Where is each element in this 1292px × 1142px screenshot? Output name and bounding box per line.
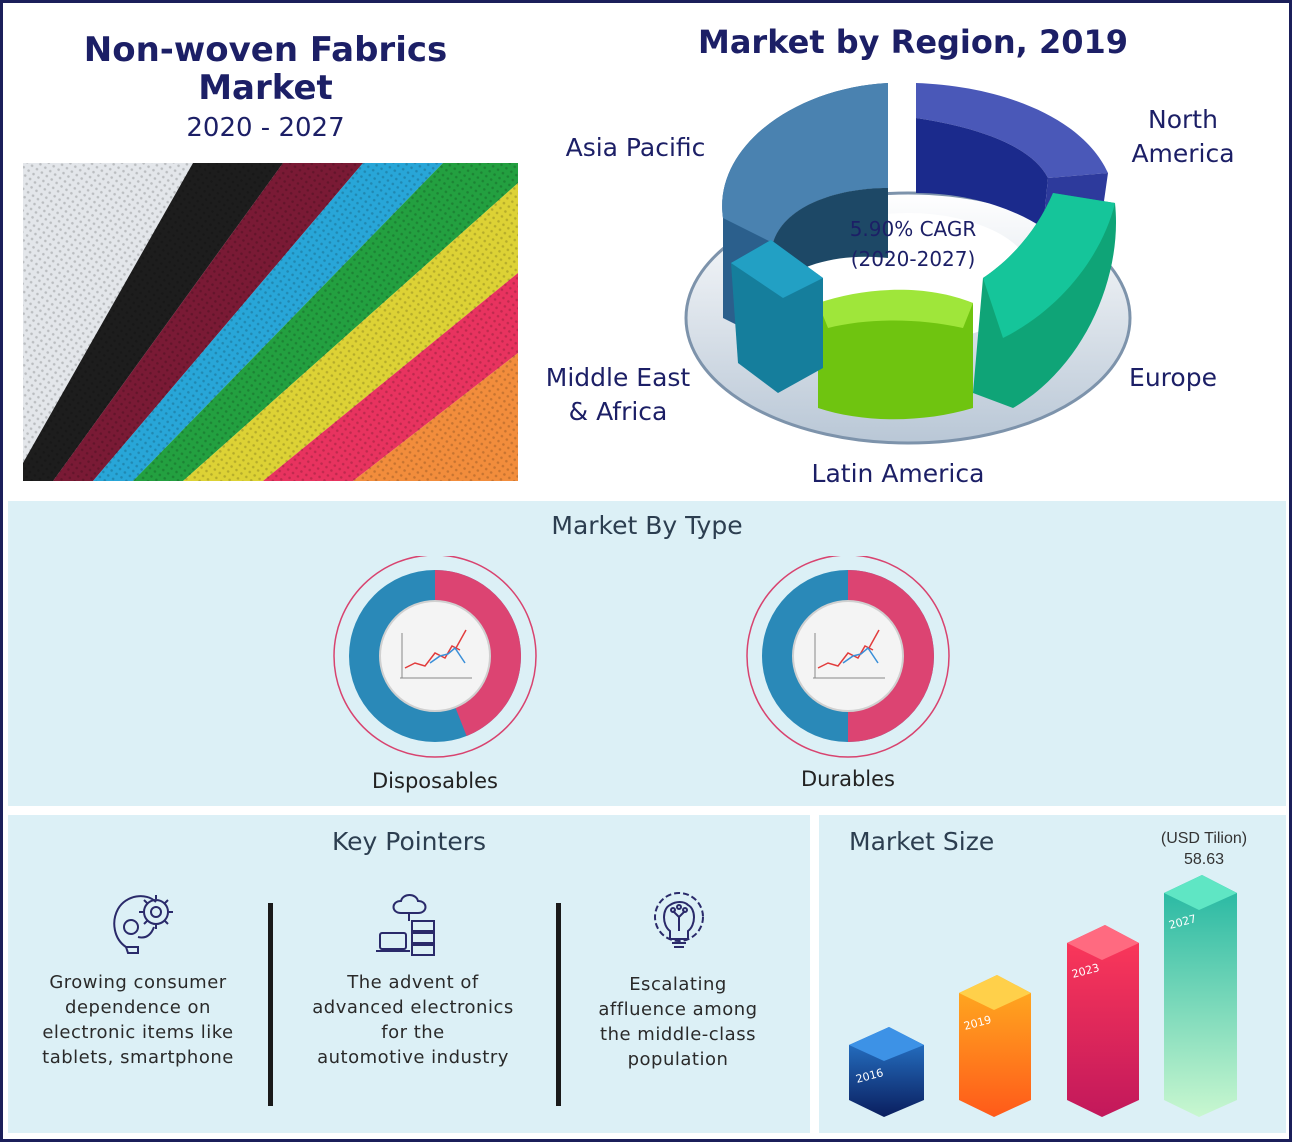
type-panel: Market By Type Disposables: [8, 501, 1286, 806]
page-title-line1: Non-woven Fabrics: [83, 30, 448, 70]
page-title-line2: Market: [198, 68, 333, 108]
label-asia-pacific: Asia Pacific: [565, 133, 706, 162]
bar-2019: [959, 975, 1031, 1117]
pointer-3-line2: affluence among: [598, 999, 758, 1020]
fabric-swatches-image: [23, 163, 518, 481]
market-size-unit: (USD Tilion): [1160, 830, 1248, 847]
market-size-title: Market Size: [849, 827, 995, 856]
pointer-3-line4: population: [627, 1049, 729, 1070]
page-subtitle-years: 2020 - 2027: [186, 113, 345, 143]
region-3d-donut: 5.90% CAGR (2020-2027): [684, 83, 1132, 445]
cagr-line2: (2020-2027): [851, 247, 976, 271]
pointers-panel: Key Pointers: [8, 815, 810, 1133]
pointer-1-line1: Growing consumer: [49, 972, 227, 993]
market-size-panel: Market Size (USD Tilion) 58.63 2016 2019…: [819, 815, 1286, 1133]
pointer-text-1: Growing consumer dependence on electroni…: [23, 970, 253, 1070]
chart-icon: [400, 629, 472, 679]
pointer-2-line4: automotive industry: [317, 1047, 509, 1068]
pointer-1-line4: tablets, smartphone: [42, 1047, 234, 1068]
bar-2023: [1067, 925, 1139, 1117]
type-donut-disposables: [333, 556, 537, 758]
label-middle-east-africa: Middle East & Africa: [533, 361, 703, 429]
label-middle-east-line1: Middle East: [545, 363, 691, 392]
cagr-line1: 5.90% CAGR: [850, 217, 977, 241]
pointer-text-3: Escalating affluence among the middle-cl…: [563, 972, 793, 1072]
chart-icon: [813, 629, 885, 679]
pointer-3-line1: Escalating: [629, 974, 727, 995]
pointer-3-line3: the middle-class: [600, 1024, 756, 1045]
segment-north-america: [916, 83, 1108, 178]
pointer-2-line2: advanced electronics: [312, 997, 514, 1018]
market-size-bars: 2016 2019 2023 2027: [849, 875, 1237, 1117]
label-disposables: Disposables: [372, 769, 498, 793]
type-title: Market By Type: [551, 511, 743, 540]
gear-brain-icon: [113, 895, 173, 954]
gear-lightbulb-icon: [654, 892, 704, 948]
label-north-america-line1: North: [1148, 105, 1218, 134]
label-north-america-line2: America: [1131, 139, 1235, 168]
pointer-1-line3: electronic items like: [42, 1022, 234, 1043]
label-north-america: North America: [1113, 103, 1253, 171]
pointer-text-2: The advent of advanced electronics for t…: [298, 970, 528, 1070]
region-title: Market by Region, 2019: [697, 23, 1129, 61]
pointer-2-line1: The advent of: [347, 972, 479, 993]
bar-2027: [1164, 875, 1237, 1117]
pointers-title: Key Pointers: [331, 827, 487, 856]
pointer-divider-1: [268, 903, 273, 1106]
label-durables: Durables: [800, 767, 895, 791]
label-middle-east-line2: & Africa: [568, 397, 668, 426]
label-europe: Europe: [1129, 363, 1217, 392]
cloud-server-icon: [376, 894, 435, 956]
market-size-value-2027: 58.63: [1183, 851, 1225, 868]
segment-latin-america: [818, 293, 973, 420]
pointer-1-line2: dependence on: [65, 997, 211, 1018]
type-donut-durables: [746, 556, 950, 758]
label-latin-america: Latin America: [811, 459, 985, 488]
pointer-2-line3: for the: [381, 1022, 445, 1043]
pointer-divider-2: [556, 903, 561, 1106]
